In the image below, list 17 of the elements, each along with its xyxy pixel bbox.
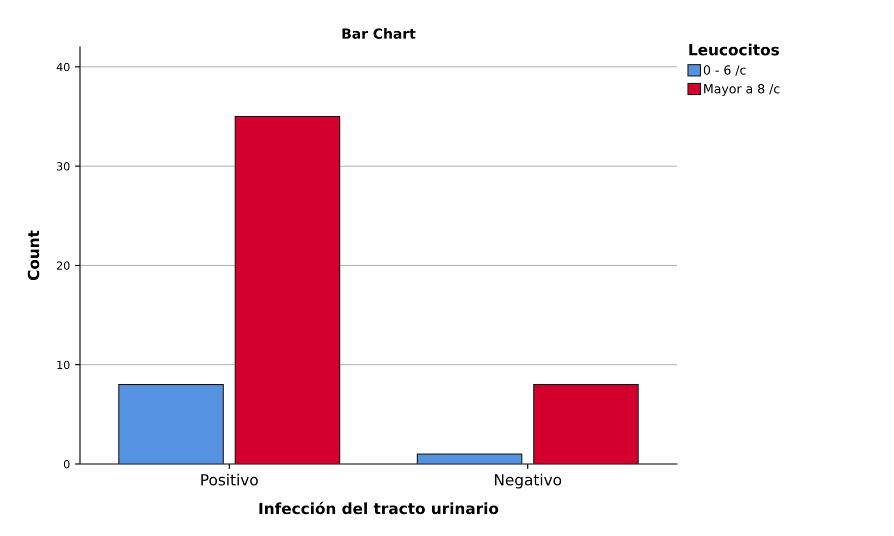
bar xyxy=(118,384,224,464)
chart-title: Bar Chart xyxy=(342,28,416,39)
x-axis-title: Infección del tracto urinario xyxy=(259,502,498,514)
y-tick-label: 30 xyxy=(56,162,70,171)
y-tick-label: 0 xyxy=(64,460,70,468)
x-tick-label: Positivo xyxy=(201,474,258,486)
y-tick-label: 20 xyxy=(56,261,70,270)
bar xyxy=(533,384,639,464)
bar xyxy=(416,454,522,464)
legend-title: Leucocitos xyxy=(689,44,779,56)
y-tick-label: 40 xyxy=(56,62,70,72)
legend-label: Mayor a 8 /c xyxy=(704,84,780,96)
y-axis-title: Count xyxy=(28,230,40,280)
bar xyxy=(234,116,340,464)
x-tick-label: Negativo xyxy=(494,474,562,489)
y-tick-label: 10 xyxy=(57,360,70,370)
legend-label: 0 - 6 /c xyxy=(704,65,746,76)
